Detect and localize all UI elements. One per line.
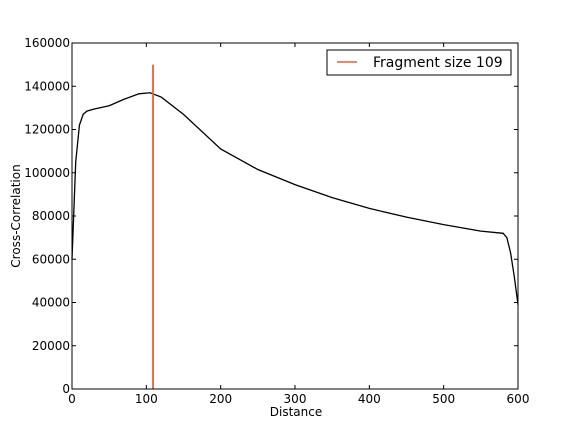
series-line-0 [71,92,519,305]
x-tick-label: 500 [432,392,455,406]
x-tick-label: 300 [284,392,307,406]
x-tick-label: 400 [358,392,381,406]
legend: Fragment size 109 [326,49,512,76]
y-tick-label: 0 [62,382,70,396]
y-tick-label: 60000 [32,252,70,266]
y-tick-label: 20000 [32,339,70,353]
y-tick-label: 160000 [24,36,70,50]
tick-labels: 0 100 200 300 400 500 600 0 20000 40000 60000 80000… [24,36,529,406]
axis-ticks [71,42,519,390]
y-tick-label: 140000 [24,79,70,93]
y-tick-label: 100000 [24,166,70,180]
legend-box [326,49,512,76]
y-tick-label: 120000 [24,123,70,137]
plot-frame [71,42,519,390]
x-tick-label: 200 [209,392,232,406]
y-tick-label: 80000 [32,209,70,223]
y-tick-label: 40000 [32,296,70,310]
x-tick-label: 600 [507,392,530,406]
y-axis-label: Cross-Correlation [9,164,23,267]
x-axis-label: Distance [270,405,322,419]
legend-entry: Fragment size 109 [373,55,503,71]
x-tick-label: 0 [68,392,76,406]
plot-area [71,42,519,390]
x-tick-label: 100 [135,392,158,406]
